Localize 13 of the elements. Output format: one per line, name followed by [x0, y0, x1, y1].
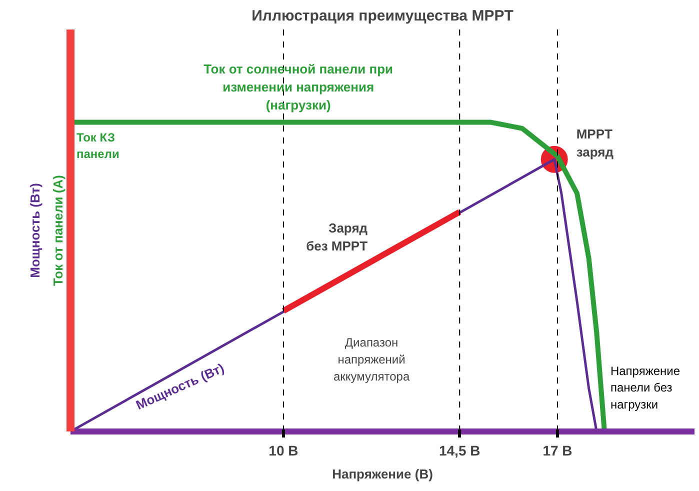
x-axis-title: Напряжение (В) — [332, 466, 433, 482]
series-label: MPPT заряд — [576, 126, 614, 160]
text: Мощность (Вт) — [28, 183, 42, 278]
y-axis-title: Ток от панели (А) — [50, 175, 66, 286]
chart-title: Иллюстрация преимущества MPPT — [252, 8, 514, 24]
series-label: Заряд без MPPT — [306, 220, 368, 254]
annotation: Диапазон напряжений аккумулятора — [333, 336, 410, 384]
series-label: Ток от солнечной панели при изменении напряжения (нагрузки) — [204, 61, 394, 112]
annotation: Напряжение панели без нагрузки — [610, 364, 680, 412]
x-tick-label: 10 В — [268, 442, 298, 458]
x-tick-label: 14,5 В — [438, 442, 480, 458]
annotation: Ток КЗ панели — [76, 130, 120, 162]
x-tick-label: 17 В — [542, 442, 572, 458]
